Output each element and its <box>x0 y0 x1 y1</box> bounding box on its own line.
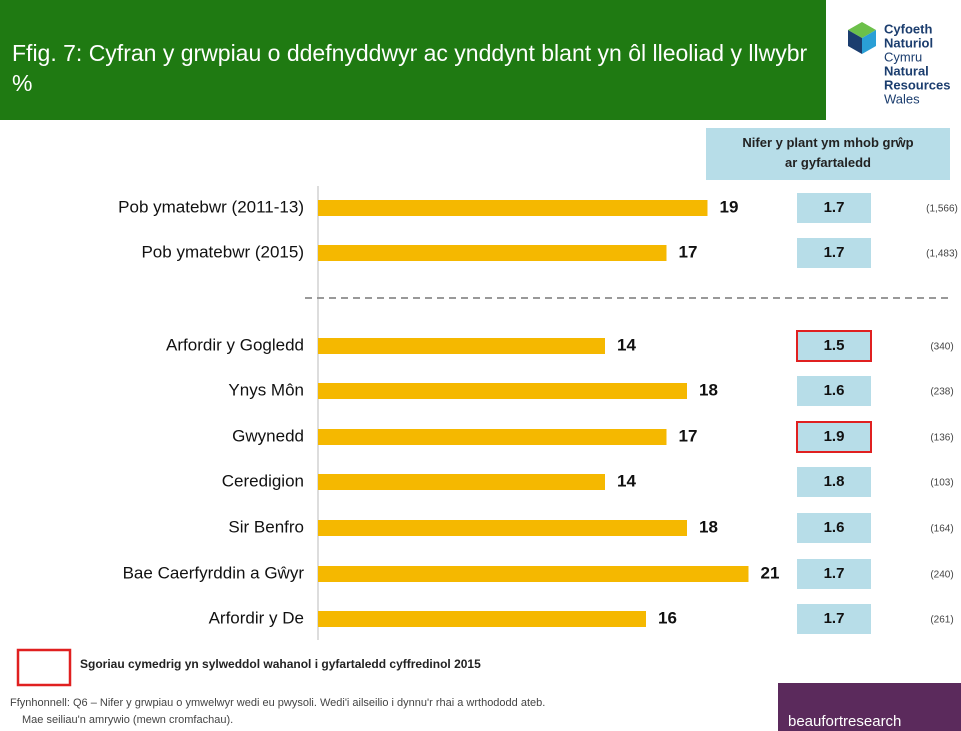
value-label: 17 <box>679 426 698 445</box>
sample-size: (238) <box>930 387 953 398</box>
value-label: 14 <box>617 471 636 490</box>
sample-size: (340) <box>930 342 953 353</box>
side-value: 1.7 <box>824 610 845 627</box>
side-box <box>796 330 872 362</box>
bar <box>318 338 605 354</box>
bar <box>318 200 708 216</box>
category-label: Arfordir y De <box>209 608 304 627</box>
legend-swatch <box>16 648 72 687</box>
sample-size: (136) <box>930 433 953 444</box>
bar <box>318 520 687 536</box>
category-label: Pob ymatebwr (2011-13) <box>118 197 304 216</box>
side-header: Nifer y plant ym mhob grŵp ar gyfartaledd <box>742 135 913 170</box>
value-label: 14 <box>617 335 636 354</box>
logo-text: Resources <box>884 77 950 92</box>
side-value: 1.5 <box>824 337 845 354</box>
value-label: 17 <box>679 242 698 261</box>
side-box <box>797 604 871 634</box>
side-box <box>796 421 872 453</box>
value-label: 21 <box>761 563 780 582</box>
side-box <box>797 376 871 406</box>
header-band <box>0 0 826 120</box>
source-line: Ffynhonnell: Q6 – Nifer y grwpiau o ymwe… <box>10 697 545 709</box>
side-value: 1.9 <box>824 428 845 445</box>
bar <box>318 611 646 627</box>
side-header-box <box>706 128 950 180</box>
side-value: 1.6 <box>824 519 845 536</box>
value-label: 18 <box>699 380 718 399</box>
side-box <box>797 238 871 268</box>
legend-label: Sgoriau cymedrig yn sylweddol wahanol i … <box>80 657 481 671</box>
category-label: Bae Caerfyrddin a Gŵyr <box>123 563 305 582</box>
sample-size: (261) <box>930 615 953 626</box>
value-label: 19 <box>720 197 739 216</box>
chart-title: Ffig. 7: Cyfran y grwpiau o ddefnyddwyr … <box>12 40 808 96</box>
category-label: Sir Benfro <box>228 517 304 536</box>
logo-text: Cyfoeth <box>884 21 932 36</box>
bar <box>318 474 605 490</box>
value-label: 18 <box>699 517 718 536</box>
side-box <box>797 513 871 543</box>
side-value: 1.8 <box>824 473 845 490</box>
sample-size: (164) <box>930 524 953 535</box>
category-label: Ynys Môn <box>228 380 304 399</box>
category-label: Pob ymatebwr (2015) <box>141 242 304 261</box>
bar <box>318 566 749 582</box>
footer-band <box>778 683 961 731</box>
logo-text: Cymru <box>884 49 922 64</box>
value-label: 16 <box>658 608 677 627</box>
logo-text: Naturiol <box>884 35 933 50</box>
category-label: Gwynedd <box>232 426 304 445</box>
sample-size: (240) <box>930 570 953 581</box>
logo-text: Wales <box>884 91 920 106</box>
side-box <box>797 559 871 589</box>
footer-brand: beaufortresearch <box>788 713 901 730</box>
side-value: 1.7 <box>824 244 845 261</box>
bar <box>318 429 667 445</box>
bar <box>318 245 667 261</box>
side-value: 1.7 <box>824 199 845 216</box>
category-label: Ceredigion <box>222 471 304 490</box>
bar <box>318 383 687 399</box>
side-box <box>797 467 871 497</box>
sample-size: (103) <box>930 478 953 489</box>
category-label: Arfordir y Gogledd <box>166 335 304 354</box>
source-line: Mae seiliau'n amrywio (mewn cromfachau). <box>22 714 233 726</box>
logo-icon <box>848 22 876 54</box>
side-value: 1.7 <box>824 565 845 582</box>
sample-size: (1,483) <box>926 249 958 260</box>
logo-text: Natural <box>884 63 929 78</box>
side-value: 1.6 <box>824 382 845 399</box>
sample-size: (1,566) <box>926 204 958 215</box>
side-box <box>797 193 871 223</box>
